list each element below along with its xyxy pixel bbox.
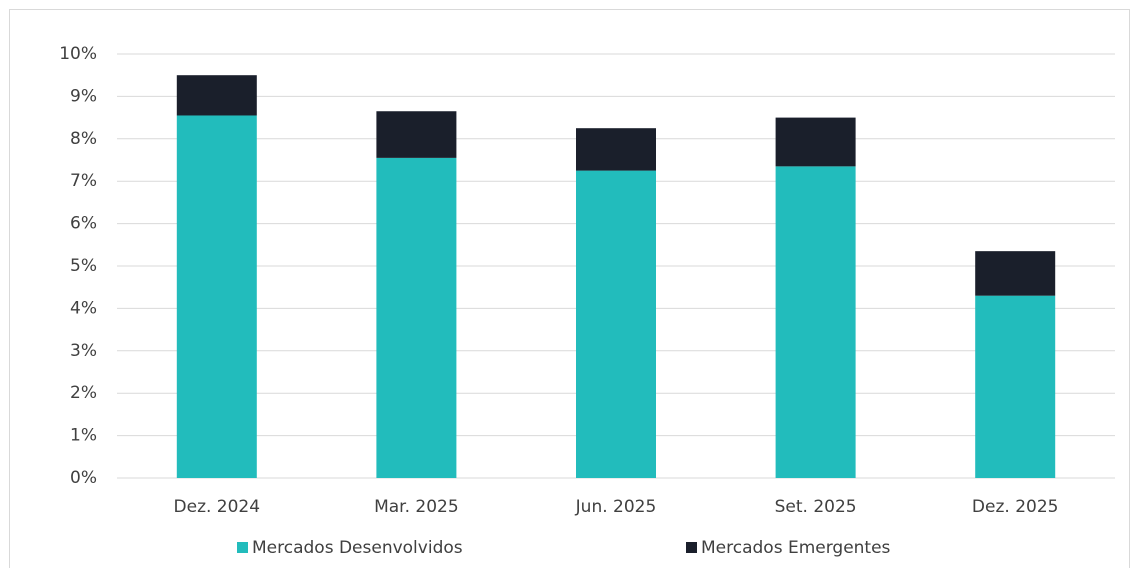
y-tick-label: 10% — [59, 44, 97, 64]
y-tick-label: 0% — [70, 468, 97, 488]
x-tick-label: Mar. 2025 — [374, 497, 459, 517]
bar-segment — [775, 166, 856, 479]
legend-swatch — [686, 542, 697, 553]
x-tick-label: Dez. 2025 — [972, 497, 1059, 517]
y-tick-label: 7% — [70, 171, 97, 191]
legend-swatch — [237, 542, 248, 553]
bar-segment — [576, 128, 656, 171]
bar-segment — [576, 170, 656, 478]
bar-segment — [176, 75, 257, 116]
y-tick-label: 3% — [70, 341, 97, 361]
y-tick-label: 9% — [70, 86, 97, 106]
bar-segment — [975, 295, 1056, 478]
y-tick-label: 6% — [70, 214, 97, 234]
legend-label: Mercados Emergentes — [701, 538, 891, 558]
x-tick-label: Dez. 2024 — [174, 497, 261, 517]
y-tick-label: 5% — [70, 256, 97, 276]
chart-border — [9, 9, 1130, 572]
y-tick-label: 2% — [70, 383, 97, 403]
y-tick-label: 8% — [70, 129, 97, 149]
bar-segment — [775, 117, 856, 167]
legend-label: Mercados Desenvolvidos — [252, 538, 463, 558]
bar-segment — [176, 115, 257, 478]
bar-segment — [376, 157, 457, 478]
bar-segment — [975, 251, 1056, 296]
y-tick-label: 4% — [70, 298, 97, 318]
y-tick-label: 1% — [70, 426, 97, 446]
x-tick-label: Jun. 2025 — [575, 497, 657, 517]
bar-segment — [376, 111, 457, 158]
x-tick-label: Set. 2025 — [775, 497, 857, 517]
